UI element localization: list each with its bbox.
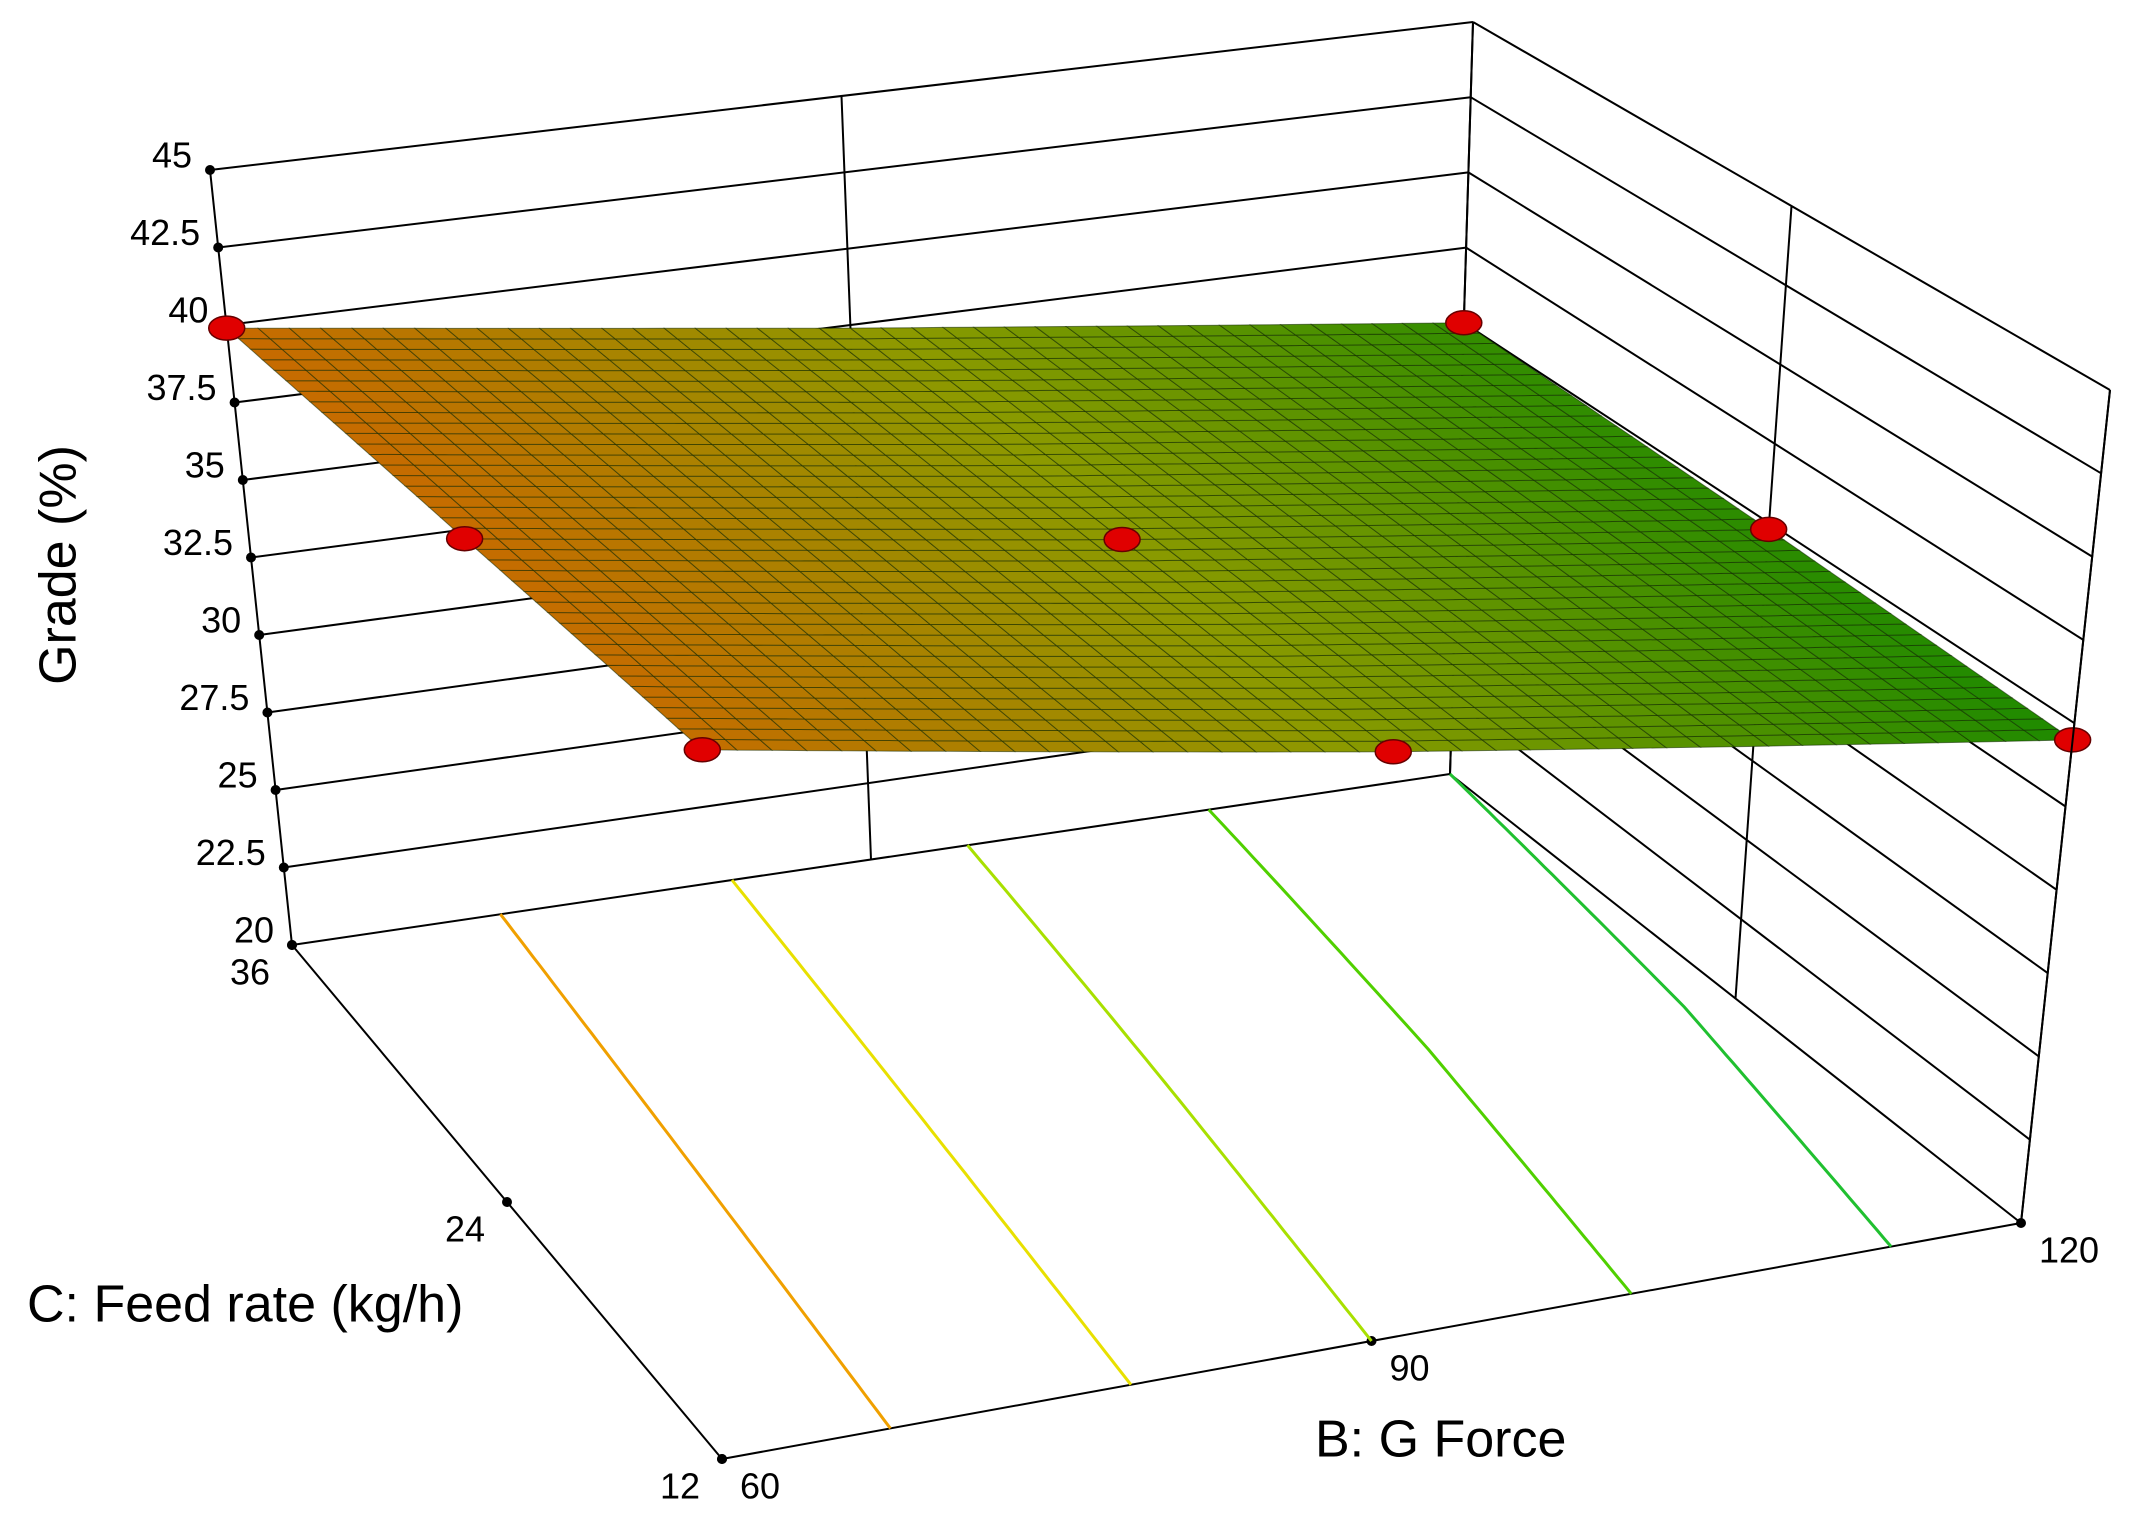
contour-line (966, 844, 1373, 1342)
design-point (1103, 526, 1141, 553)
y-tick (502, 1197, 512, 1207)
z-tick-label: 32.5 (163, 522, 233, 563)
x-tick-label: 120 (2039, 1230, 2099, 1271)
x-tick-label: 90 (1390, 1348, 1430, 1389)
z-axis-title: Grade (%) (30, 445, 88, 685)
z-tick-label: 37.5 (147, 367, 217, 408)
z-tick-label: 45 (152, 135, 192, 176)
y-axis-title: C: Feed rate (kg/h) (27, 1276, 463, 1334)
z-tick-label: 20 (234, 910, 274, 951)
contour-line (1448, 772, 1893, 1248)
y-tick-label: 24 (445, 1209, 485, 1250)
contour-line (730, 879, 1133, 1386)
contour-line (499, 913, 892, 1430)
z-tick-label: 40 (168, 290, 208, 331)
y-tick (717, 1454, 727, 1464)
grid-line (209, 169, 293, 946)
design-point (207, 315, 246, 341)
z-tick-label: 30 (201, 600, 241, 641)
design-point (1445, 310, 1483, 336)
z-tick-label: 22.5 (196, 832, 266, 873)
z-tick-label: 25 (218, 755, 258, 796)
design-point (1749, 516, 1788, 543)
x-tick-label: 60 (740, 1466, 780, 1507)
y-tick-label: 36 (230, 952, 270, 993)
design-point (1374, 739, 1413, 765)
design-point (683, 737, 722, 763)
y-tick (287, 940, 297, 950)
x-axis-title: B: G Force (1315, 1411, 1566, 1469)
z-tick-label: 42.5 (130, 212, 200, 253)
z-tick-label: 27.5 (179, 677, 249, 718)
y-tick-label: 12 (660, 1466, 700, 1507)
box-edge (2020, 389, 2111, 1224)
design-point (445, 525, 484, 552)
contour-line (1207, 808, 1633, 1295)
z-tick-label: 35 (185, 445, 225, 486)
